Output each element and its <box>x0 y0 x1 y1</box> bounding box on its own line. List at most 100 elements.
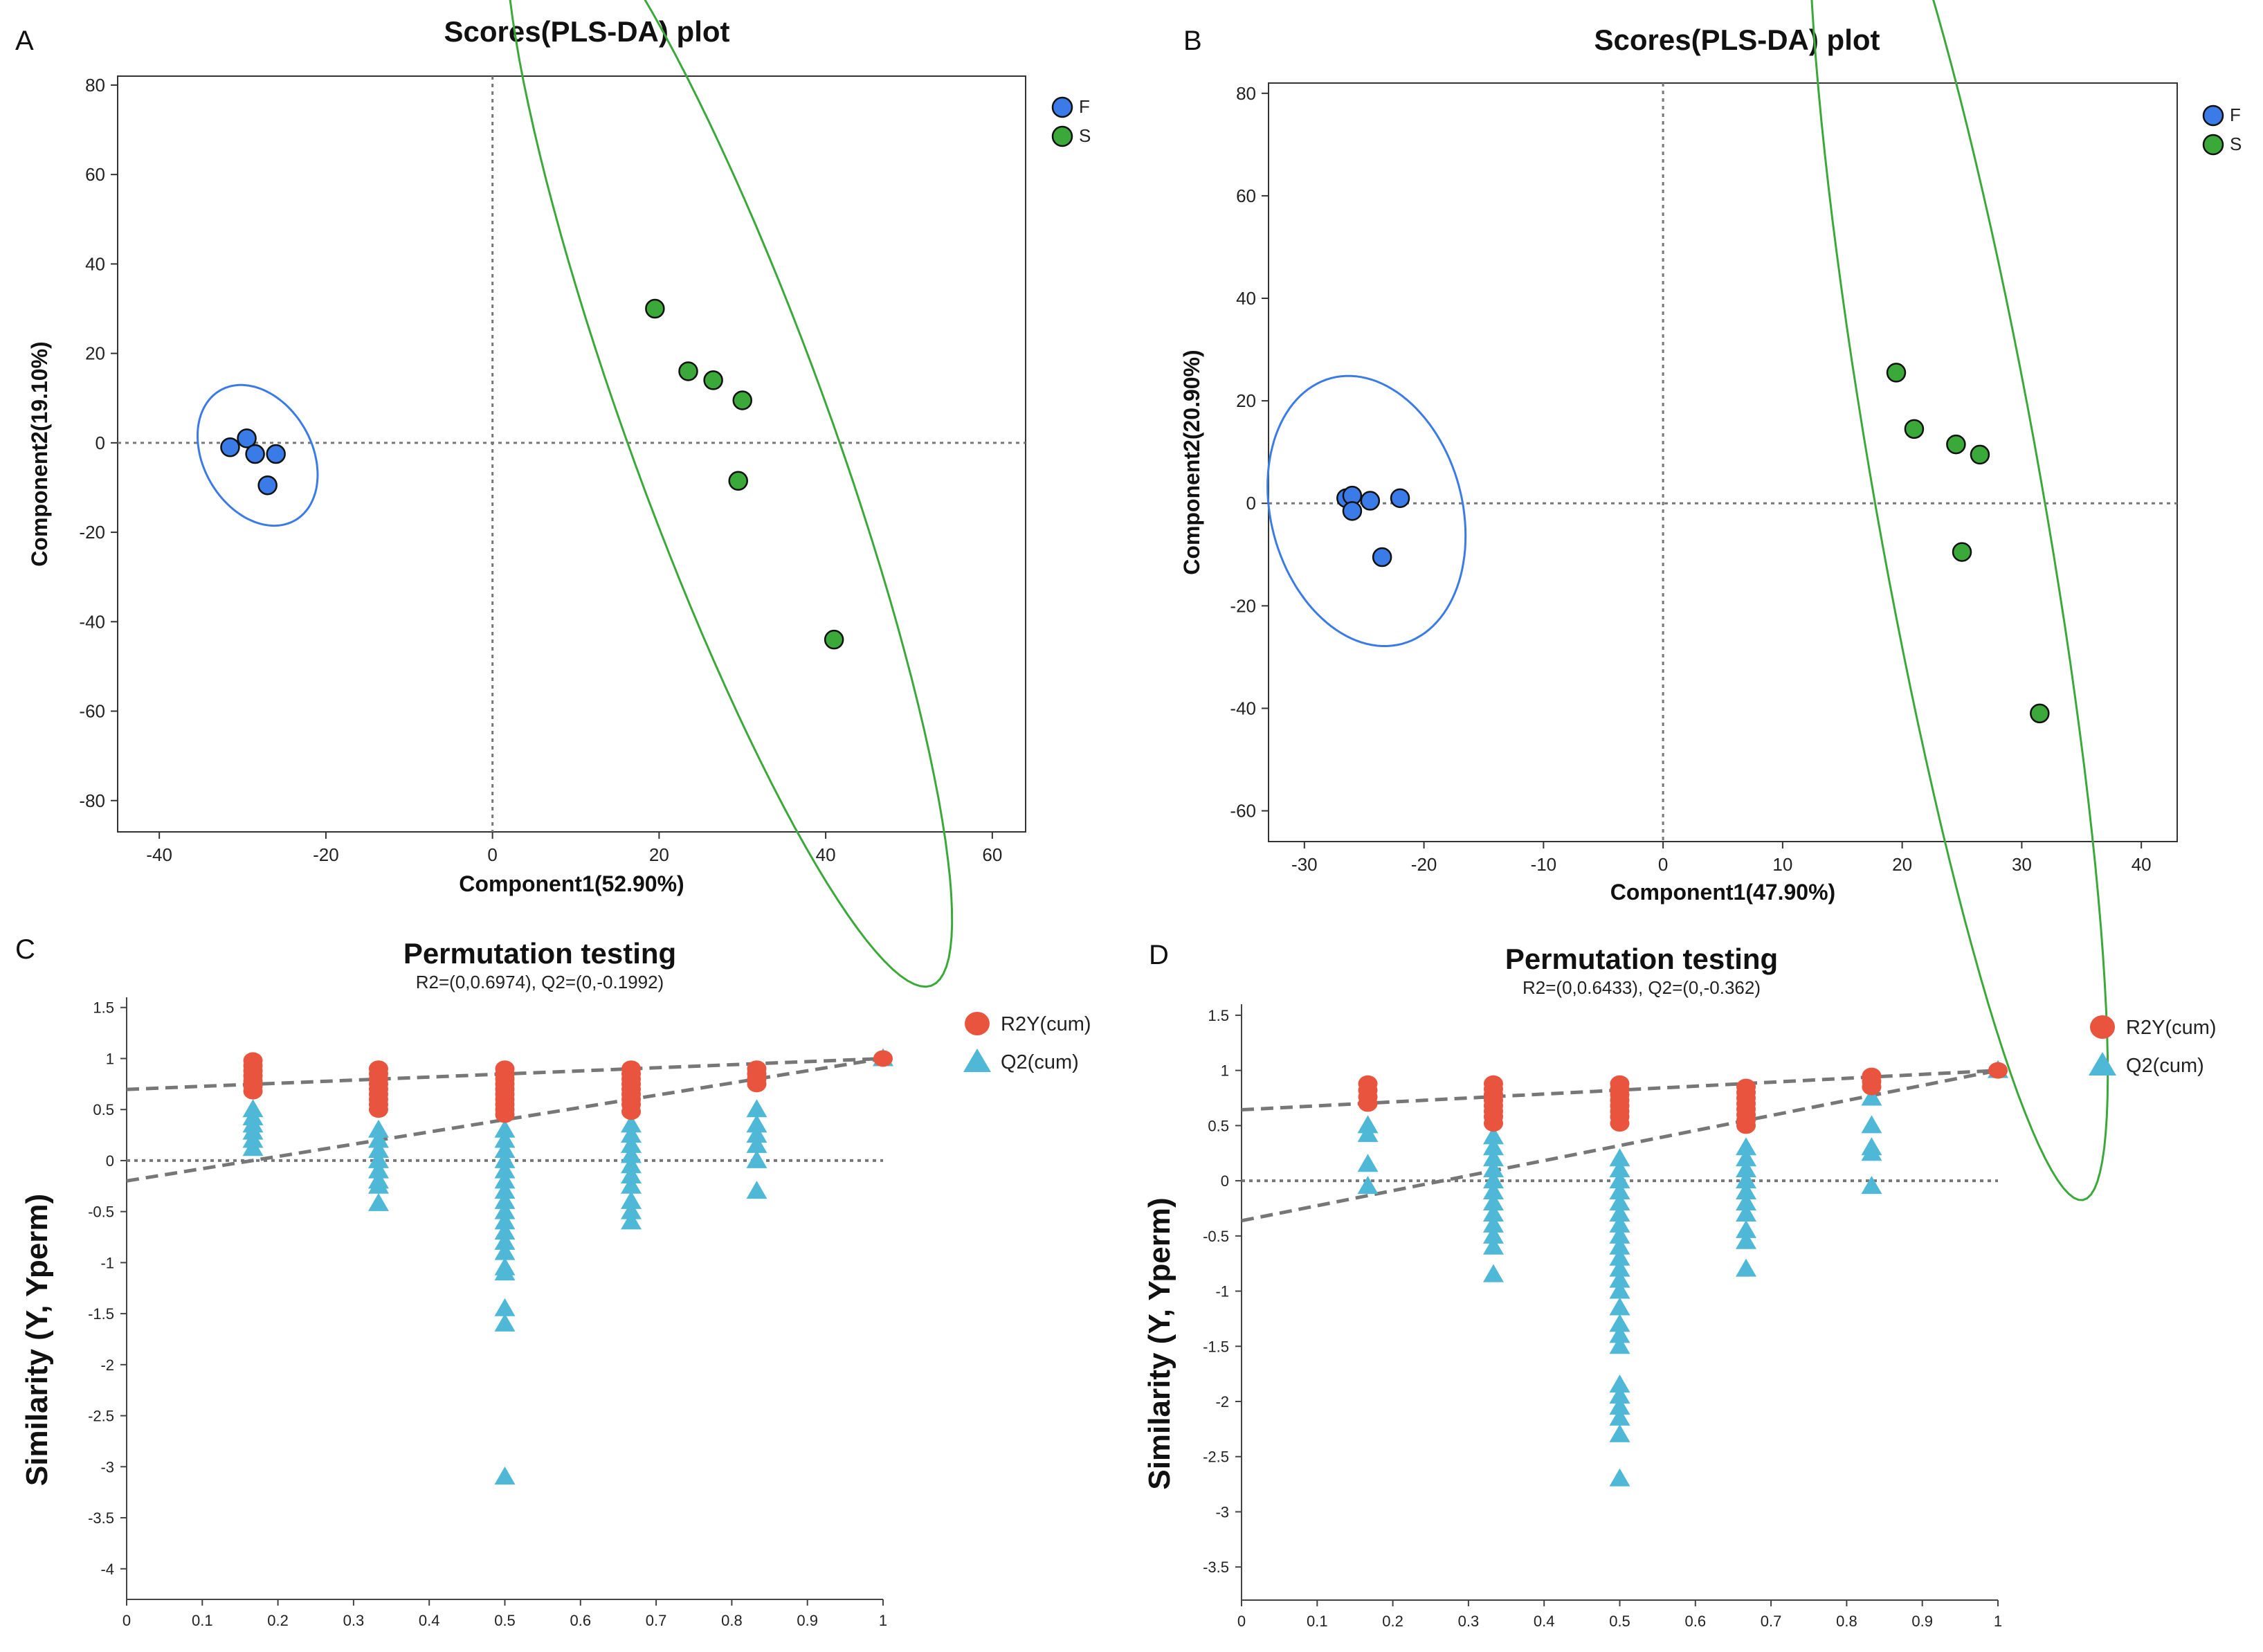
point-q2 <box>1736 1170 1757 1189</box>
legend-label-r2y: R2Y(cum) <box>1001 1013 1091 1035</box>
panel-letter: B <box>1183 26 1202 56</box>
x-tick-label: 0.8 <box>1836 1613 1857 1630</box>
point-q2 <box>1736 1231 1757 1249</box>
y-tick-label: -2.5 <box>88 1408 114 1425</box>
y-tick-label: -0.5 <box>88 1204 114 1221</box>
point-q2 <box>1609 1468 1630 1487</box>
point-F <box>245 444 265 464</box>
y-tick-label: 0 <box>1246 493 1256 514</box>
point-q2 <box>367 1129 389 1148</box>
point-q2 <box>1861 1115 1882 1134</box>
point-q2 <box>621 1155 642 1174</box>
point-q2 <box>1482 1214 1504 1233</box>
point-q2 <box>367 1140 389 1159</box>
point-r2y <box>873 1050 893 1067</box>
x-tick-label: -10 <box>1531 854 1557 875</box>
panel-letter: D <box>1149 940 1169 970</box>
point-r2y <box>1988 1062 2008 1079</box>
x-tick-label: 0 <box>122 1612 131 1629</box>
point-q2 <box>494 1222 516 1240</box>
x-tick-label: 0.9 <box>1911 1613 1933 1630</box>
point-S <box>1970 444 1990 465</box>
point-F <box>220 437 240 457</box>
point-r2y <box>495 1106 515 1123</box>
point-q2 <box>621 1211 642 1230</box>
y-tick-label: -1 <box>100 1254 114 1271</box>
x-tick-label: 0.1 <box>192 1612 213 1629</box>
legend-marker-F <box>2202 105 2224 127</box>
point-q2 <box>621 1134 642 1153</box>
point-q2 <box>1861 1087 1882 1106</box>
chart-subtitle: R2=(0,0.6433), Q2=(0,-0.362) <box>1523 977 1761 998</box>
panel-letter: A <box>15 26 34 56</box>
point-q2 <box>494 1190 516 1209</box>
y-tick-label: -20 <box>1230 595 1256 616</box>
point-q2 <box>494 1467 516 1485</box>
legend-marker-q2 <box>963 1049 991 1072</box>
x-tick-label: 0.4 <box>419 1612 440 1629</box>
point-q2 <box>1736 1203 1757 1222</box>
point-q2 <box>494 1181 516 1199</box>
chart-title: Permutation testing <box>1505 943 1778 975</box>
y-tick-label: -3 <box>1215 1503 1229 1521</box>
y-tick-label: -80 <box>79 790 105 811</box>
x-tick-label: 0.3 <box>1458 1613 1480 1630</box>
point-q2 <box>621 1125 642 1143</box>
point-F <box>1372 547 1392 568</box>
x-tick-label: 30 <box>2012 854 2032 875</box>
point-q2 <box>1736 1148 1757 1167</box>
y-tick-label: 1.5 <box>93 999 114 1017</box>
plot-frame <box>1268 82 2178 842</box>
legend-marker-F <box>1051 96 1073 118</box>
panel-B: B Scores(PLS-DA) plot-30 -20 -10 0 10 20 30 40-6… <box>1179 0 2242 1201</box>
point-q2 <box>1609 1269 1630 1288</box>
legend-label-S: S <box>1079 125 1091 146</box>
point-q2 <box>367 1192 389 1211</box>
x-tick-label: 1 <box>879 1612 887 1629</box>
point-q2 <box>494 1129 516 1148</box>
chart-title: Scores(PLS-DA) plot <box>1594 24 1880 56</box>
y-tick-label: 80 <box>1236 83 1256 104</box>
y-tick-label: 40 <box>85 253 105 274</box>
point-F <box>1360 491 1381 511</box>
point-r2y <box>1358 1095 1378 1112</box>
confidence-ellipse-F <box>1266 374 1467 647</box>
point-q2 <box>1482 1148 1504 1167</box>
point-q2 <box>1609 1386 1630 1404</box>
point-r2y <box>243 1082 263 1100</box>
point-S <box>1952 542 1972 562</box>
x-tick-label: 0.3 <box>343 1612 365 1629</box>
legend-marker-S <box>2202 134 2224 156</box>
y-tick-label: -40 <box>1230 698 1256 718</box>
point-q2 <box>367 1160 389 1179</box>
point-F <box>266 444 286 464</box>
point-q2 <box>1482 1236 1504 1255</box>
y-tick-label: 60 <box>1236 185 1256 206</box>
legend-marker-S <box>1051 125 1073 147</box>
point-q2 <box>1482 1170 1504 1189</box>
legend-label-S: S <box>2230 134 2242 154</box>
y-tick-label: -1.5 <box>1203 1338 1229 1355</box>
y-tick-label: -3 <box>100 1458 114 1476</box>
legend-marker-r2y <box>965 1012 990 1035</box>
point-q2 <box>1482 1137 1504 1156</box>
y-axis-label: Similarity (Y, Yperm) <box>1143 1197 1176 1489</box>
point-q2 <box>1609 1225 1630 1244</box>
point-q2 <box>1609 1192 1630 1210</box>
plot-frame <box>117 75 1026 833</box>
y-tick-label: 0 <box>106 1152 114 1170</box>
point-S <box>1946 434 1966 455</box>
x-tick-label: -20 <box>313 844 339 865</box>
point-q2 <box>1482 1203 1504 1222</box>
point-q2 <box>1482 1159 1504 1178</box>
chart-subtitle: R2=(0,0.6974), Q2=(0,-0.1992) <box>416 972 664 992</box>
x-tick-label: -40 <box>146 844 172 865</box>
point-q2 <box>367 1119 389 1138</box>
y-tick-label: 20 <box>1236 390 1256 411</box>
point-q2 <box>1609 1236 1630 1255</box>
y-tick-label: -0.5 <box>1203 1228 1229 1245</box>
point-q2 <box>1609 1280 1630 1299</box>
point-q2 <box>1482 1192 1504 1210</box>
point-S <box>703 370 723 390</box>
point-q2 <box>1357 1176 1379 1195</box>
